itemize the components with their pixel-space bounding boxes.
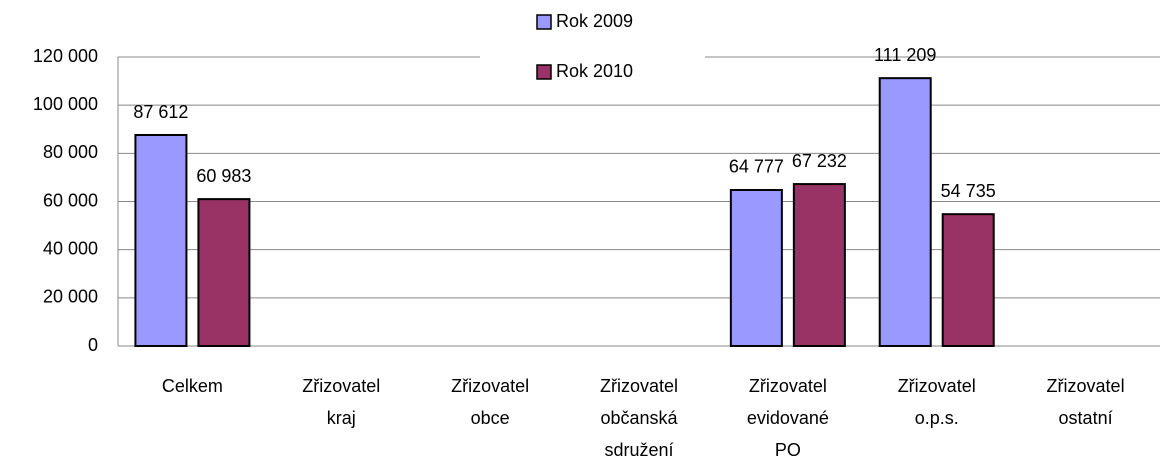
x-tick-label: Zřizovatel kraj <box>302 376 380 428</box>
legend-label: Rok 2010 <box>556 61 633 81</box>
legend-swatch <box>536 14 552 30</box>
x-tick-label: Celkem <box>162 376 223 396</box>
y-tick-label: 60 000 <box>43 190 98 210</box>
x-tick-label-line: občanská <box>600 408 678 428</box>
x-tick-label-line: Zřizovatel <box>1047 376 1125 396</box>
x-tick-label-line: kraj <box>327 408 356 428</box>
data-label: 54 735 <box>941 181 996 201</box>
legend-label: Rok 2009 <box>556 11 633 31</box>
x-tick-label-line: obce <box>471 408 510 428</box>
y-tick-label: 80 000 <box>43 142 98 162</box>
x-tick-label-line: ostatní <box>1059 408 1113 428</box>
x-tick-label: Zřizovatel obce <box>451 376 529 428</box>
data-label: 64 777 <box>729 157 784 177</box>
x-tick-label-line: Zřizovatel <box>302 376 380 396</box>
x-tick-label-line: evidované <box>747 408 829 428</box>
bar <box>197 198 251 347</box>
y-tick-label: 0 <box>88 335 98 355</box>
bar <box>878 77 932 347</box>
x-tick-label: Zřizovatel ostatní <box>1047 376 1125 428</box>
x-tick-label-line: Zřizovatel <box>749 376 827 396</box>
legend-swatch <box>536 64 552 80</box>
y-tick-label: 100 000 <box>33 94 98 114</box>
bar <box>729 188 783 347</box>
data-label: 111 209 <box>874 45 936 65</box>
x-tick-label-line: Zřizovatel <box>898 376 976 396</box>
data-label: 87 612 <box>133 102 188 122</box>
x-tick-label-line: PO <box>775 440 801 460</box>
x-tick-label: Zřizovatel občanská sdružení <box>600 376 679 460</box>
x-tick-label-line: Zřizovatel <box>600 376 678 396</box>
bar <box>134 134 188 347</box>
data-label: 67 232 <box>792 151 847 171</box>
bar <box>792 183 846 347</box>
y-tick-label: 40 000 <box>43 238 98 258</box>
y-tick-label: 20 000 <box>43 287 98 307</box>
x-tick-label: Zřizovatel o.p.s. <box>898 376 976 428</box>
bar <box>941 213 995 347</box>
x-tick-label: Zřizovatel evidované PO <box>747 376 829 460</box>
legend-box <box>480 5 705 95</box>
data-label: 60 983 <box>196 166 251 186</box>
y-tick-label: 120 000 <box>33 46 98 66</box>
x-tick-label-line: sdružení <box>604 440 673 460</box>
x-tick-label-line: Zřizovatel <box>451 376 529 396</box>
x-tick-label-line: o.p.s. <box>915 408 959 428</box>
